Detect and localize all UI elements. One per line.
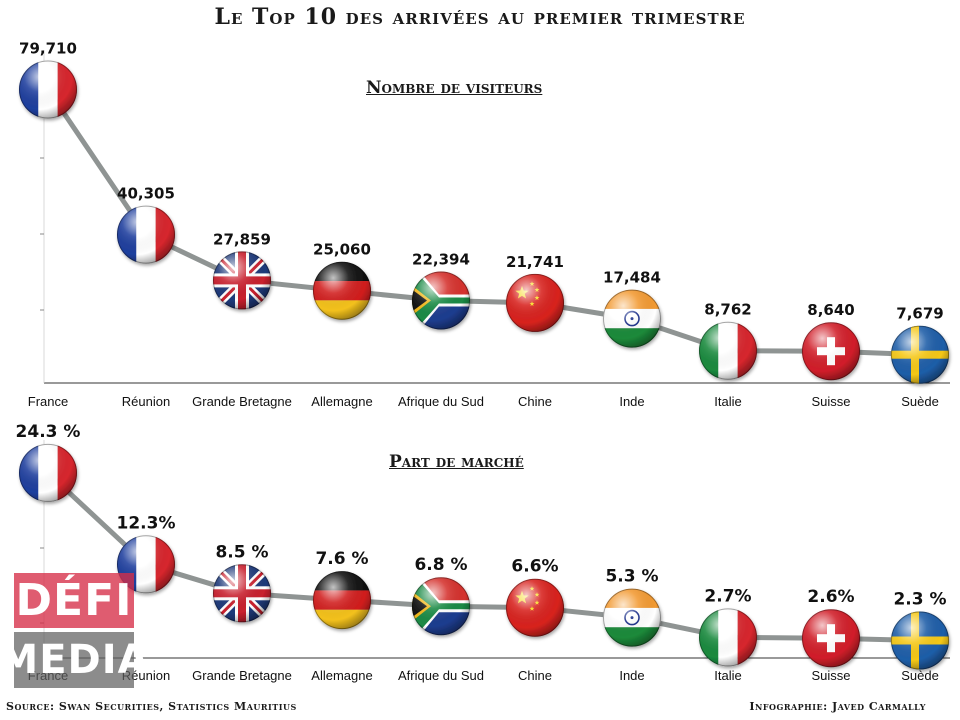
- market-share-subtitle: Part de marché: [389, 452, 524, 472]
- data-label: 5.3 %: [605, 567, 658, 587]
- watermark-media: MEDIA: [0, 632, 149, 688]
- category-label: Italie: [714, 668, 741, 683]
- category-label: Suède: [901, 394, 939, 409]
- data-point-south-africa-flag-icon: [412, 577, 470, 636]
- data-point-south-africa-flag-icon: [412, 271, 470, 330]
- category-label: Allemagne: [311, 394, 372, 409]
- category-label: Chine: [518, 668, 552, 683]
- category-label: Grande Bretagne: [192, 668, 292, 683]
- data-label: 17,484: [603, 269, 661, 287]
- data-point-italy-flag-icon: [699, 321, 757, 380]
- data-label: 2.7%: [704, 586, 751, 606]
- category-label: Grande Bretagne: [192, 394, 292, 409]
- data-label: 24.3 %: [16, 422, 81, 442]
- chart-title: Le Top 10 des arrivées au premier trimes…: [214, 4, 746, 30]
- data-point-france-flag-icon: [19, 443, 77, 502]
- data-label: 79,710: [19, 40, 77, 58]
- category-label: Afrique du Sud: [398, 394, 484, 409]
- data-point-india-flag-icon: [603, 289, 661, 348]
- category-label: Suisse: [811, 668, 850, 683]
- data-label: 2.3 %: [893, 590, 946, 610]
- category-label: Suisse: [811, 394, 850, 409]
- data-label: 6.6%: [511, 557, 558, 577]
- category-label: France: [28, 394, 68, 409]
- category-label: Suède: [901, 668, 939, 683]
- data-point-germany-flag-icon: [313, 571, 371, 630]
- data-label: 12.3%: [117, 513, 176, 533]
- visitors-subtitle: Nombre de visiteurs: [366, 78, 543, 98]
- category-label: Réunion: [122, 394, 170, 409]
- data-point-switzerland-flag-icon: [802, 609, 860, 668]
- data-point-switzerland-flag-icon: [802, 322, 860, 381]
- category-label: Afrique du Sud: [398, 668, 484, 683]
- data-point-sweden-flag-icon: [891, 325, 949, 384]
- data-label: 25,060: [313, 241, 371, 259]
- data-label: 8,640: [807, 301, 854, 319]
- data-point-germany-flag-icon: [313, 261, 371, 320]
- data-point-italy-flag-icon: [699, 608, 757, 667]
- data-label: 27,859: [213, 230, 271, 248]
- data-label: 7,679: [896, 305, 943, 323]
- data-point-france-flag-icon: [117, 205, 175, 264]
- series-line: [45, 88, 921, 358]
- series-line: [46, 471, 921, 643]
- data-point-uk-flag-icon: [213, 251, 271, 310]
- data-label: 2.6%: [807, 587, 854, 607]
- category-label: Allemagne: [311, 668, 372, 683]
- data-point-sweden-flag-icon: [891, 611, 949, 670]
- category-label: Inde: [619, 668, 644, 683]
- data-label: 22,394: [412, 251, 470, 269]
- data-point-china-flag-icon: [506, 578, 564, 637]
- data-label: 21,741: [506, 253, 564, 271]
- credit-note: Infographie: Javed Carmally: [749, 700, 926, 713]
- data-point-india-flag-icon: [603, 588, 661, 647]
- data-point-china-flag-icon: [506, 273, 564, 332]
- data-point-france-flag-icon: [19, 60, 77, 119]
- watermark-defi: DÉFI: [14, 573, 134, 628]
- category-label: Italie: [714, 394, 741, 409]
- category-label: Inde: [619, 394, 644, 409]
- source-note: Source: Swan Securities, Statistics Maur…: [6, 700, 297, 713]
- data-label: 8.5 %: [215, 542, 268, 562]
- data-label: 40,305: [117, 185, 175, 203]
- data-point-uk-flag-icon: [213, 564, 271, 623]
- data-label: 7.6 %: [315, 549, 368, 569]
- data-label: 6.8 %: [414, 555, 467, 575]
- data-label: 8,762: [704, 301, 751, 319]
- category-label: Chine: [518, 394, 552, 409]
